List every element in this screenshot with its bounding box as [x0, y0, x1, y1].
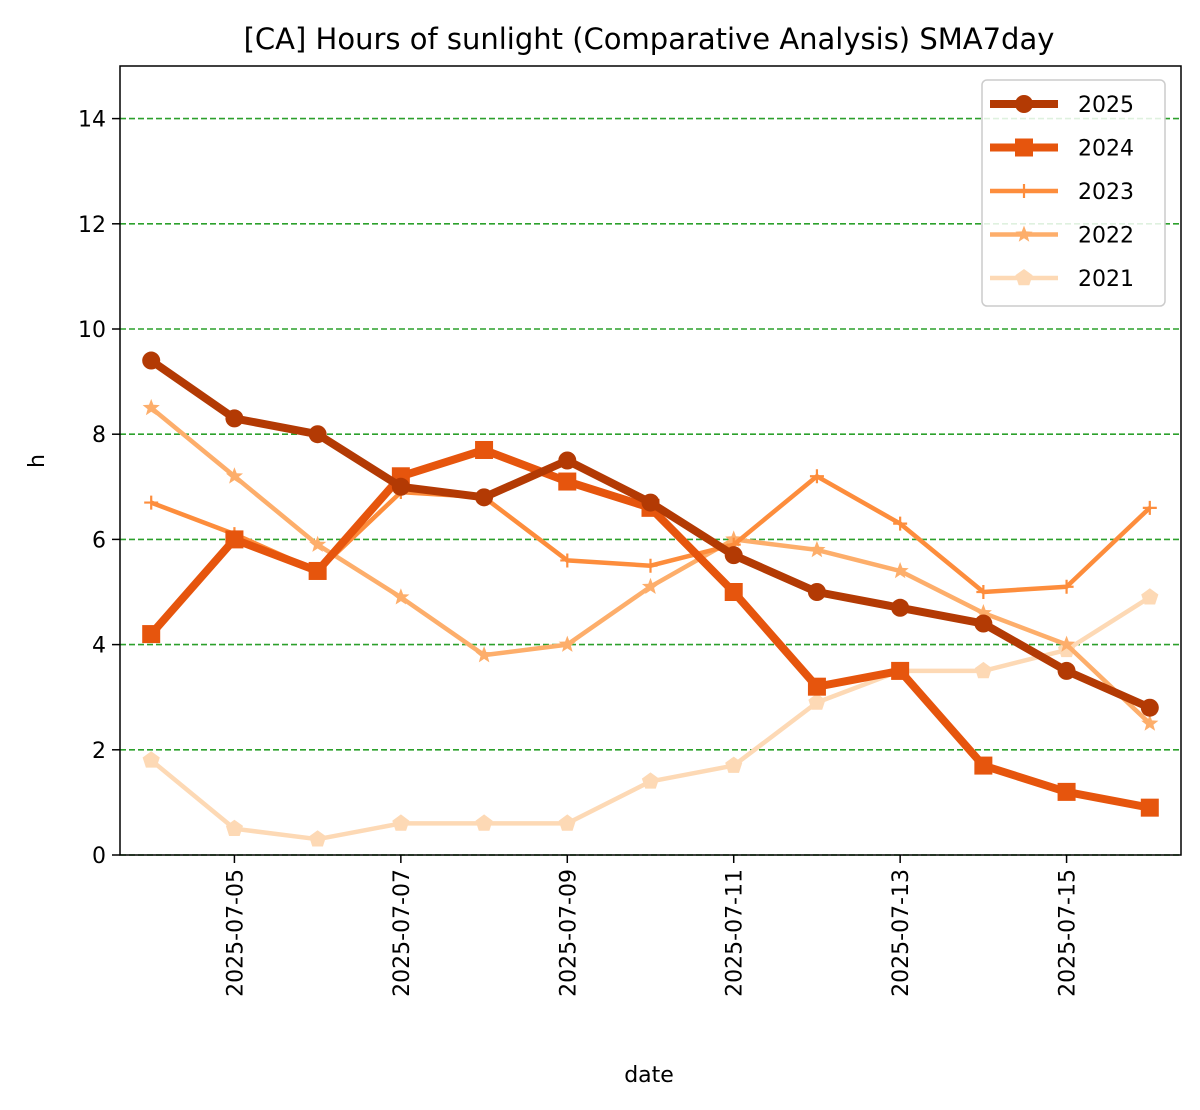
data-point [641, 577, 660, 594]
y-axis: 0 2 4 6 8 10 12 14 [78, 108, 120, 869]
data-point [808, 693, 826, 710]
y-tick-label: 2 [92, 739, 106, 764]
data-point [558, 814, 576, 831]
legend-box [981, 79, 1166, 307]
legend: 2025 2024 2023 2022 2021 [981, 79, 1166, 307]
data-point [142, 351, 161, 370]
legend-item: 2024 [990, 137, 1134, 162]
x-tick-label: 2025-07-07 [390, 869, 415, 997]
data-point [142, 625, 161, 644]
legend-label: 2025 [1078, 93, 1134, 118]
legend-item: 2022 [990, 224, 1134, 249]
x-tick-label: 2025-07-13 [889, 869, 914, 997]
data-point [475, 440, 494, 459]
x-axis-label: date [624, 1063, 674, 1088]
chart-title: [CA] Hours of sunlight (Comparative Anal… [244, 22, 1055, 56]
data-point [225, 467, 243, 484]
data-point [724, 546, 743, 565]
data-point [976, 585, 991, 599]
x-tick-label: 2025-07-11 [723, 869, 748, 997]
plot-area-frame [119, 65, 1182, 856]
x-tick-label: 2025-07-09 [556, 869, 581, 997]
data-point [1017, 184, 1031, 198]
data-point [1015, 95, 1033, 113]
data-point [725, 756, 743, 773]
data-point [891, 562, 909, 579]
data-point [1015, 138, 1033, 157]
series-2021 [142, 588, 1159, 847]
x-axis: 2025-07-05 2025-07-07 2025-07-09 2025-07-11… [223, 855, 1081, 997]
data-point [225, 530, 244, 549]
legend-label: 2021 [1078, 267, 1134, 292]
data-point [1141, 588, 1159, 605]
data-point [225, 409, 244, 428]
data-point [641, 772, 660, 789]
data-point [144, 495, 159, 510]
data-point [1140, 798, 1159, 817]
data-point [558, 451, 577, 470]
y-axis-label: h [25, 454, 50, 468]
data-point [475, 488, 494, 507]
data-point [558, 472, 577, 491]
x-tick-label: 2025-07-05 [223, 869, 248, 997]
legend-label: 2022 [1078, 224, 1134, 249]
series-2025 [142, 351, 1159, 717]
data-point [724, 583, 743, 601]
data-point [893, 516, 908, 531]
legend-item: 2021 [990, 267, 1134, 292]
data-point [308, 425, 327, 444]
legend-label: 2024 [1078, 137, 1134, 162]
data-point [558, 635, 576, 652]
data-point [309, 830, 327, 847]
data-point [142, 398, 160, 416]
y-tick-label: 6 [92, 528, 106, 553]
data-point [641, 493, 660, 512]
y-tick-label: 8 [92, 423, 106, 448]
legend-item: 2025 [990, 93, 1134, 118]
data-point [974, 604, 992, 621]
data-point [808, 540, 826, 558]
data-point [643, 558, 658, 573]
data-point [392, 814, 410, 831]
data-point [974, 614, 993, 633]
data-point [560, 553, 575, 568]
data-point [1015, 225, 1033, 242]
data-point [1058, 635, 1076, 652]
data-point [225, 819, 243, 836]
data-point [807, 677, 826, 696]
y-tick-label: 10 [78, 318, 106, 343]
data-point [1015, 269, 1033, 286]
legend-item: 2023 [990, 180, 1134, 205]
y-tick-label: 14 [78, 108, 106, 133]
data-point [1141, 714, 1159, 731]
data-point [807, 583, 826, 601]
data-point [974, 756, 993, 775]
x-tick-label: 2025-07-15 [1056, 869, 1081, 997]
data-point [308, 561, 327, 580]
data-point [974, 661, 992, 679]
data-point [475, 814, 493, 831]
data-point [309, 535, 327, 552]
legend-label: 2023 [1078, 180, 1134, 205]
data-point [1059, 579, 1074, 594]
data-point [475, 646, 493, 663]
data-point [391, 477, 410, 496]
data-point [891, 598, 910, 617]
data-point [142, 751, 160, 768]
data-point [392, 588, 410, 605]
data-point [1057, 782, 1076, 801]
y-tick-label: 4 [92, 634, 106, 659]
data-series [142, 351, 1159, 847]
data-point [809, 469, 824, 484]
data-point [1057, 661, 1076, 680]
data-point [891, 661, 910, 680]
y-tick-label: 12 [78, 213, 106, 238]
series-line [148, 357, 1152, 712]
data-point [1140, 698, 1159, 717]
y-tick-label: 0 [92, 844, 106, 869]
data-point [1142, 500, 1157, 515]
